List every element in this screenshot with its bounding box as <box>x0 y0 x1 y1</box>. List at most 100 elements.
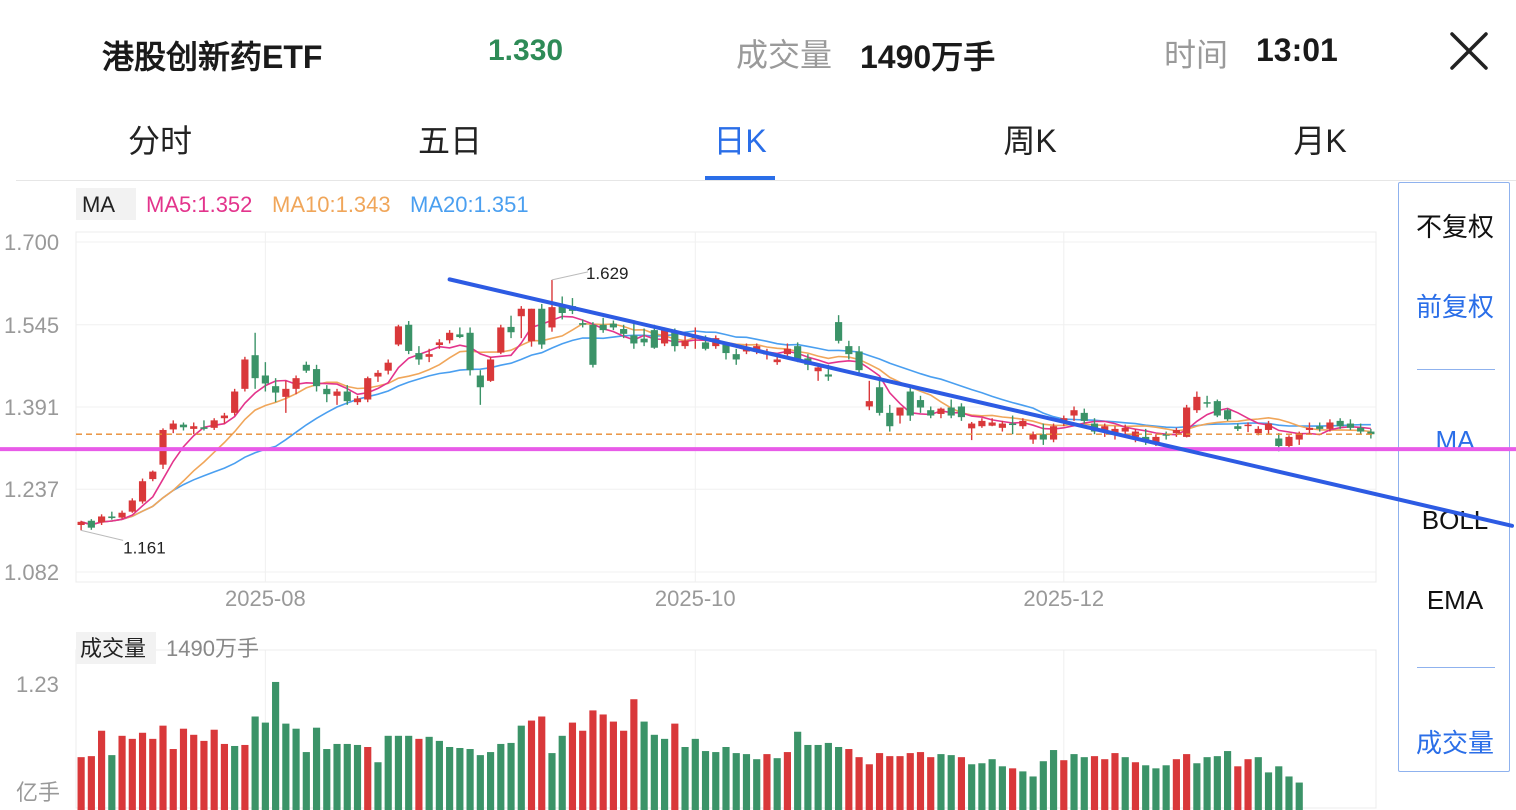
candle-body <box>128 500 136 512</box>
tab-monthly-k[interactable]: 月K <box>1293 123 1347 159</box>
candle-body <box>630 335 638 344</box>
candle-body <box>231 391 239 413</box>
volume-bar <box>968 764 976 810</box>
candle-body <box>1213 401 1221 416</box>
candle-body <box>353 398 362 403</box>
candle-body <box>456 334 464 338</box>
candle-body <box>1326 422 1334 429</box>
volume-bar <box>1162 765 1170 810</box>
volume-bar <box>312 727 321 810</box>
current-price: 1.330 <box>488 34 564 67</box>
volume-bar <box>456 748 464 810</box>
candle-body <box>282 388 290 397</box>
volume-bar <box>1080 757 1088 810</box>
candle-body <box>927 410 935 416</box>
candle-body <box>435 342 443 346</box>
volume-bar <box>394 735 403 810</box>
indicator-side-menu: 不复权 前复权 MA BOLL EMA 成交量 <box>1398 182 1510 772</box>
menu-boll[interactable]: BOLL <box>1421 505 1489 535</box>
candle-body <box>1101 426 1109 432</box>
volume-bar <box>1060 760 1068 810</box>
tab-weekly-k[interactable]: 周K <box>1003 123 1057 159</box>
volume-bar <box>845 749 853 810</box>
candle-body <box>1080 412 1088 421</box>
chart-grid <box>75 231 1377 810</box>
menu-ema[interactable]: EMA <box>1426 585 1484 615</box>
candle-body <box>916 400 925 408</box>
low-label: 1.161 <box>123 538 166 557</box>
candle-body <box>855 351 863 371</box>
volume-bar <box>1142 765 1150 810</box>
candle-body <box>1152 436 1160 444</box>
candle-body <box>691 335 699 339</box>
volume-bar <box>906 753 914 810</box>
volume-bar <box>753 759 761 810</box>
volume-bar <box>998 766 1006 810</box>
volume-bar <box>517 725 525 810</box>
candle-body <box>804 358 812 365</box>
x-axis-labels: 2025-08 2025-10 2025-12 <box>225 586 1104 611</box>
volume-bar <box>1254 757 1262 810</box>
tab-daily-k[interactable]: 日K <box>713 123 767 159</box>
volume-bar <box>855 757 863 810</box>
volume-bar <box>292 728 300 810</box>
volume-bar <box>1090 756 1099 810</box>
volume-bar <box>446 746 454 810</box>
candle-body <box>1244 424 1252 427</box>
tab-intraday[interactable]: 分时 <box>127 123 193 159</box>
candle-body <box>1203 402 1211 404</box>
volume-bar <box>712 752 720 810</box>
candle-body <box>1142 436 1150 440</box>
candle-body <box>200 427 208 429</box>
volume-bar <box>988 759 996 810</box>
volume-bar <box>1121 757 1129 810</box>
candle-body <box>384 362 392 371</box>
volume-bar <box>1285 776 1293 810</box>
low-marker-line <box>81 529 124 541</box>
active-tab-indicator <box>705 176 775 180</box>
volume-bar <box>824 742 832 810</box>
candle-body <box>701 342 710 349</box>
candle-body <box>507 326 515 333</box>
volume-bar <box>87 756 95 810</box>
candle-body <box>1336 420 1344 427</box>
volume-bar <box>701 751 710 810</box>
candle-body <box>957 406 966 418</box>
candle-body <box>1275 438 1283 446</box>
volume-bar <box>835 746 843 810</box>
menu-divider <box>1417 667 1495 668</box>
candle-body <box>558 306 566 314</box>
volume-bar <box>497 743 505 810</box>
candle-body <box>579 323 587 325</box>
volume-bar <box>1275 766 1283 810</box>
volume-bar <box>640 721 648 810</box>
volume-bar <box>220 743 229 810</box>
menu-forward-adjust[interactable]: 前复权 <box>1415 292 1494 322</box>
close-icon[interactable] <box>1446 28 1492 74</box>
volume-bar <box>671 723 679 810</box>
candle-body <box>896 407 904 416</box>
volume-bar <box>190 734 198 810</box>
menu-volume[interactable]: 成交量 <box>1415 728 1494 758</box>
menu-no-adjust[interactable]: 不复权 <box>1415 212 1494 242</box>
menu-ma[interactable]: MA <box>1435 425 1475 455</box>
kline-chart[interactable]: MA MA5:1.352 MA10:1.343 MA20:1.351 1.700… <box>0 180 1398 810</box>
candle-body <box>1090 423 1099 432</box>
volume-bar <box>875 753 884 810</box>
candle-body <box>568 306 577 311</box>
candle-body <box>476 375 484 388</box>
candle-body <box>947 407 955 416</box>
candle-body <box>1183 407 1191 437</box>
volume-bar <box>978 763 986 810</box>
candle-body <box>446 332 454 341</box>
y-tick-label: 1.237 <box>4 477 59 502</box>
volume-bar <box>353 744 362 810</box>
volume-bar <box>783 752 791 810</box>
tab-five-day[interactable]: 五日 <box>417 123 483 159</box>
volume-bar <box>927 757 935 810</box>
candle-body <box>794 346 802 360</box>
volume-bar <box>579 730 587 810</box>
volume-bar <box>589 710 597 810</box>
volume-bar <box>722 746 730 810</box>
candle-body <box>978 420 986 427</box>
